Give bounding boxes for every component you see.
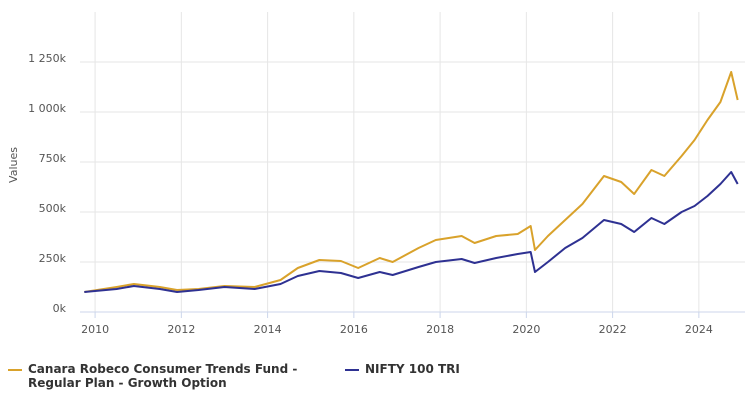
x-tick-label: 2022 bbox=[599, 323, 627, 336]
x-tick-label: 2020 bbox=[512, 323, 540, 336]
x-tick-label: 2016 bbox=[340, 323, 368, 336]
legend-label: Canara Robeco Consumer Trends Fund - Reg… bbox=[28, 362, 298, 390]
series-line bbox=[84, 171, 739, 293]
y-tick-label: 1 250k bbox=[28, 52, 66, 65]
x-tick-label: 2024 bbox=[685, 323, 713, 336]
y-tick-label: 1 000k bbox=[28, 102, 66, 115]
x-tick-label: 2018 bbox=[426, 323, 454, 336]
y-tick-label: 500k bbox=[39, 202, 67, 215]
y-tick-label: 750k bbox=[39, 152, 67, 165]
chart: Values 0k 250k 500k 750k 1 000k 1 250k 2010 201… bbox=[7, 12, 745, 336]
y-tick-label: 250k bbox=[39, 252, 67, 265]
y-tick-label: 0k bbox=[53, 302, 67, 315]
series-line bbox=[84, 71, 739, 293]
legend-swatch bbox=[8, 369, 22, 371]
x-tick-label: 2014 bbox=[254, 323, 282, 336]
y-axis-label: Values bbox=[7, 147, 20, 183]
x-tick-label: 2012 bbox=[167, 323, 195, 336]
legend-item[interactable]: Canara Robeco Consumer Trends Fund - Reg… bbox=[8, 362, 328, 390]
legend-label: NIFTY 100 TRI bbox=[365, 362, 460, 376]
legend-item[interactable]: NIFTY 100 TRI bbox=[345, 362, 545, 376]
legend: Canara Robeco Consumer Trends Fund - Reg… bbox=[0, 356, 755, 396]
legend-swatch bbox=[345, 369, 359, 371]
x-tick-label: 2010 bbox=[81, 323, 109, 336]
